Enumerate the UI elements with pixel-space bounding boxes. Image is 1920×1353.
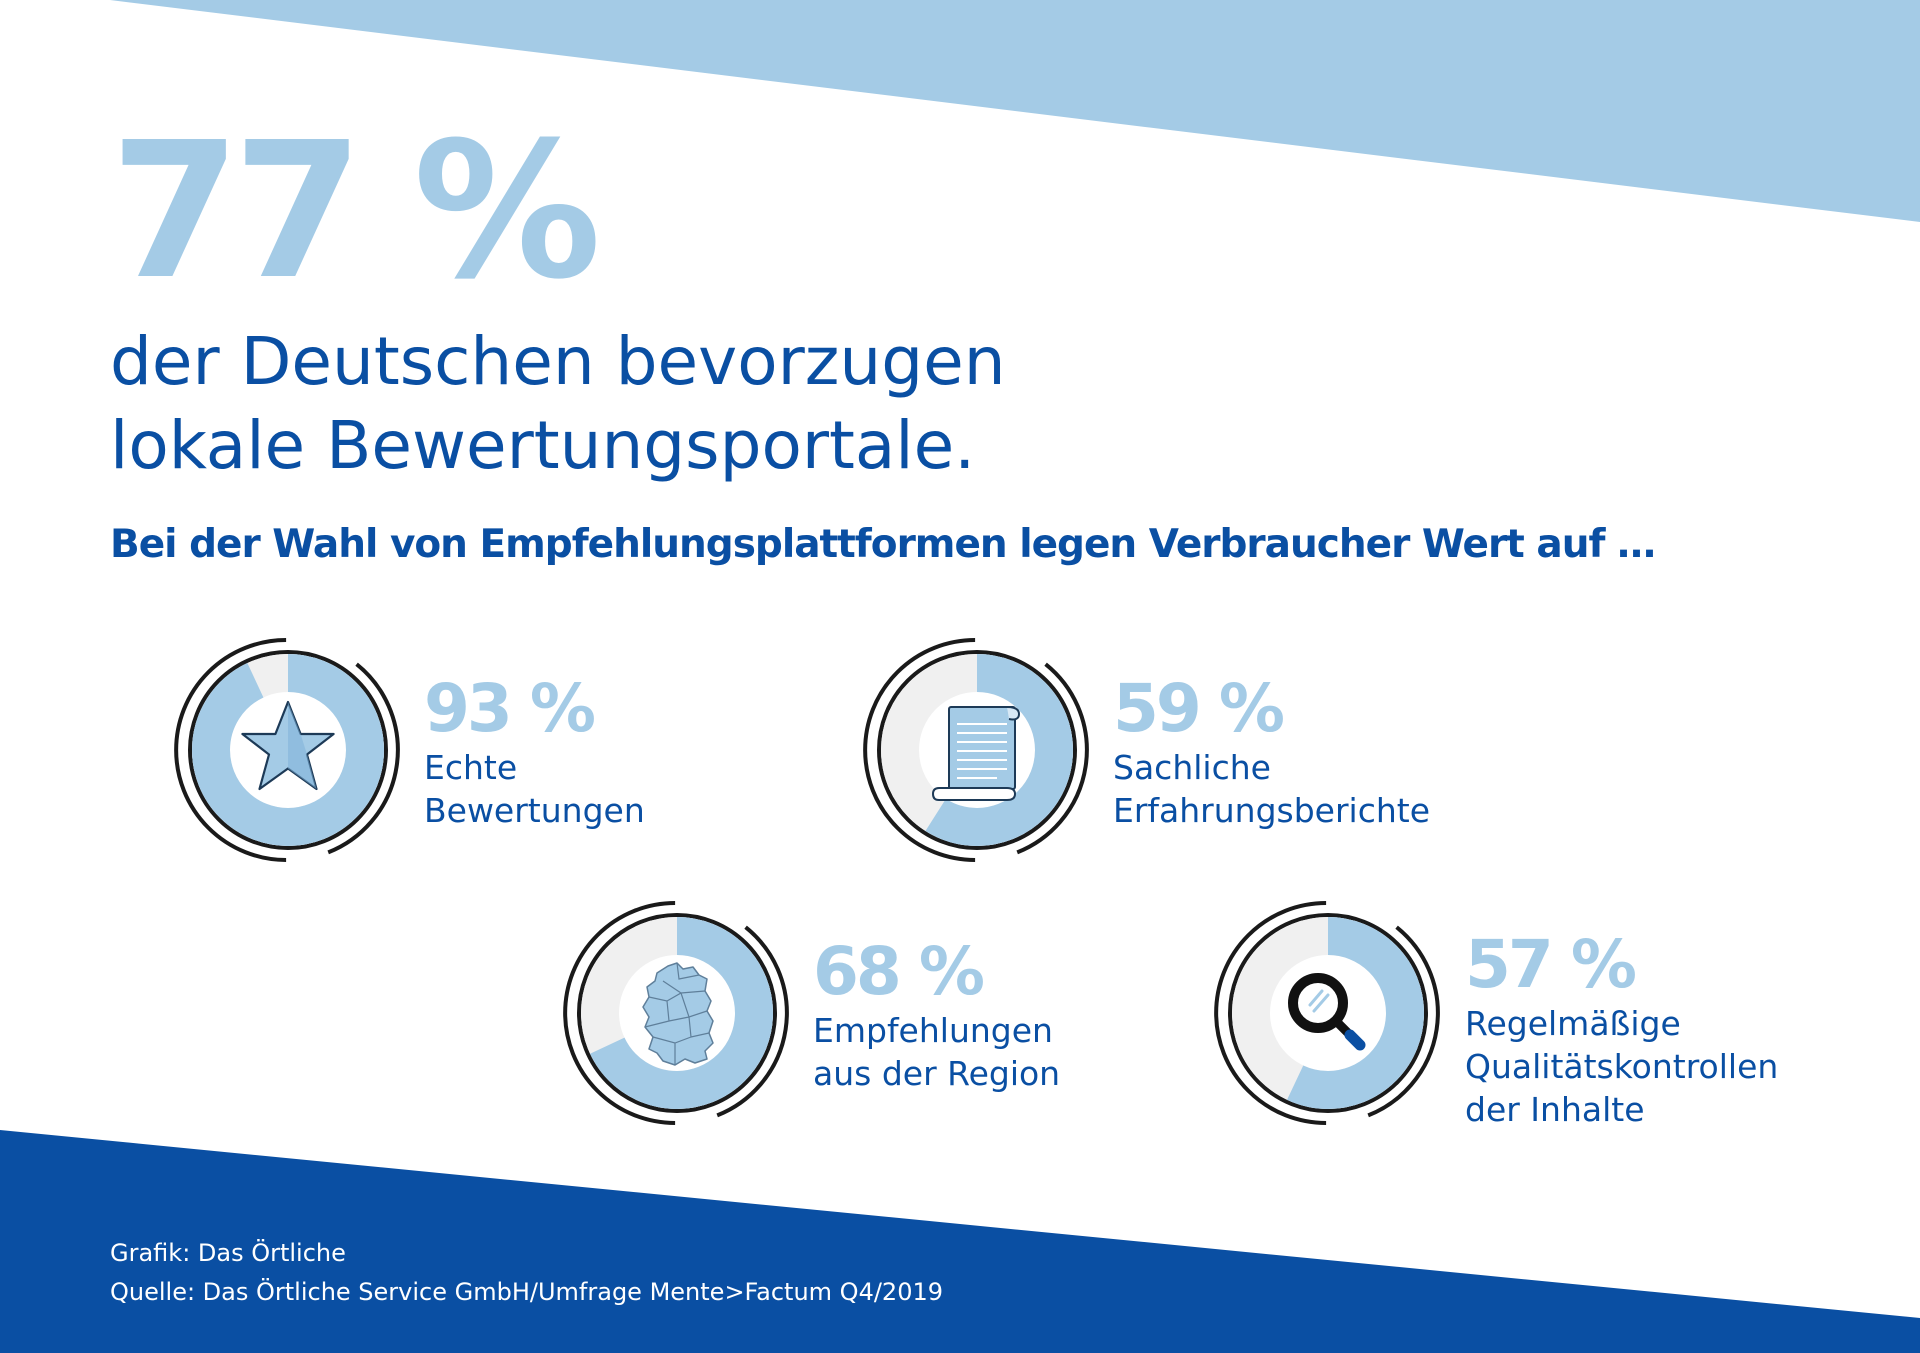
stat-percentage: 93 % [424, 670, 596, 747]
outer-arc-left [1214, 901, 1327, 1125]
stat-label-line: der Inhalte [1465, 1090, 1645, 1129]
outer-arc-right [327, 662, 400, 855]
scroll-icon [931, 706, 1021, 801]
outer-ring-outline [1228, 913, 1428, 1113]
donut-value-arc [192, 654, 384, 846]
outer-ring-outline [877, 650, 1077, 850]
bottom-dark-blue-band [0, 1130, 1920, 1353]
stat-percentage: 68 % [813, 933, 985, 1010]
stat-regelmaessige-qualitaetskontrollen: 57 % Regelmäßige Qualitätskontrollen der… [1465, 930, 1778, 1131]
stat-echte-bewertungen: 93 % Echte Bewertungen [424, 674, 645, 832]
stat-label-line: Sachliche [1113, 748, 1271, 787]
stat-label-line: Regelmäßige [1465, 1004, 1681, 1043]
donut-value-arc [1232, 917, 1424, 1109]
stat-label: Sachliche Erfahrungsberichte [1113, 746, 1430, 832]
stat-percentage: 59 % [1113, 670, 1285, 747]
headline-line-2: lokale Bewertungsportale. [110, 407, 976, 484]
stat-label: Regelmäßige Qualitätskontrollen der Inha… [1465, 1002, 1778, 1131]
headline-line-1: der Deutschen bevorzugen [110, 323, 1006, 400]
stat-label-line: Bewertungen [424, 791, 645, 830]
star-icon [241, 700, 335, 791]
donut-value-arc [881, 654, 1073, 846]
outer-ring-outline [577, 913, 777, 1113]
stat-label-line: Echte [424, 748, 518, 787]
top-light-blue-band [110, 0, 1920, 222]
outer-arc-left [563, 901, 676, 1125]
donut-ring-empfehlungen-aus-der-region [557, 893, 797, 1133]
donut-ring-echte-bewertungen [168, 630, 408, 870]
donut-ring-sachliche-erfahrungsberichte [857, 630, 1097, 870]
outer-arc-right [1016, 662, 1089, 855]
footer-quelle: Quelle: Das Örtliche Service GmbH/Umfrag… [110, 1278, 944, 1306]
headline-percentage: 77 % [110, 102, 601, 321]
outer-arc-left [863, 638, 976, 862]
subheading: Bei der Wahl von Empfehlungsplattformen … [110, 522, 1656, 567]
stat-percentage: 57 % [1465, 926, 1637, 1003]
germany-map-icon [642, 962, 714, 1066]
footer-credits: Grafik: Das Örtliche Quelle: Das Örtlich… [110, 1234, 943, 1312]
stat-label-line: Erfahrungsberichte [1113, 791, 1430, 830]
outer-arc-right [716, 925, 789, 1118]
outer-ring-outline [188, 650, 388, 850]
stat-label-line: Qualitätskontrollen [1465, 1047, 1779, 1086]
footer-grafik: Grafik: Das Örtliche [110, 1239, 346, 1267]
headline-text: der Deutschen bevorzugen lokale Bewertun… [110, 320, 1006, 488]
donut-value-arc [581, 917, 773, 1109]
magnifier-icon [1288, 973, 1366, 1051]
stat-sachliche-erfahrungsberichte: 59 % Sachliche Erfahrungsberichte [1113, 674, 1430, 832]
stat-empfehlungen-aus-der-region: 68 % Empfehlungen aus der Region [813, 937, 1060, 1095]
donut-ring-regelmaessige-qualitaetskontrollen [1208, 893, 1448, 1133]
outer-arc-right [1367, 925, 1440, 1118]
stat-label: Echte Bewertungen [424, 746, 645, 832]
stat-label-line: aus der Region [813, 1054, 1061, 1093]
outer-arc-left [174, 638, 287, 862]
stat-label: Empfehlungen aus der Region [813, 1009, 1060, 1095]
stat-label-line: Empfehlungen [813, 1011, 1053, 1050]
